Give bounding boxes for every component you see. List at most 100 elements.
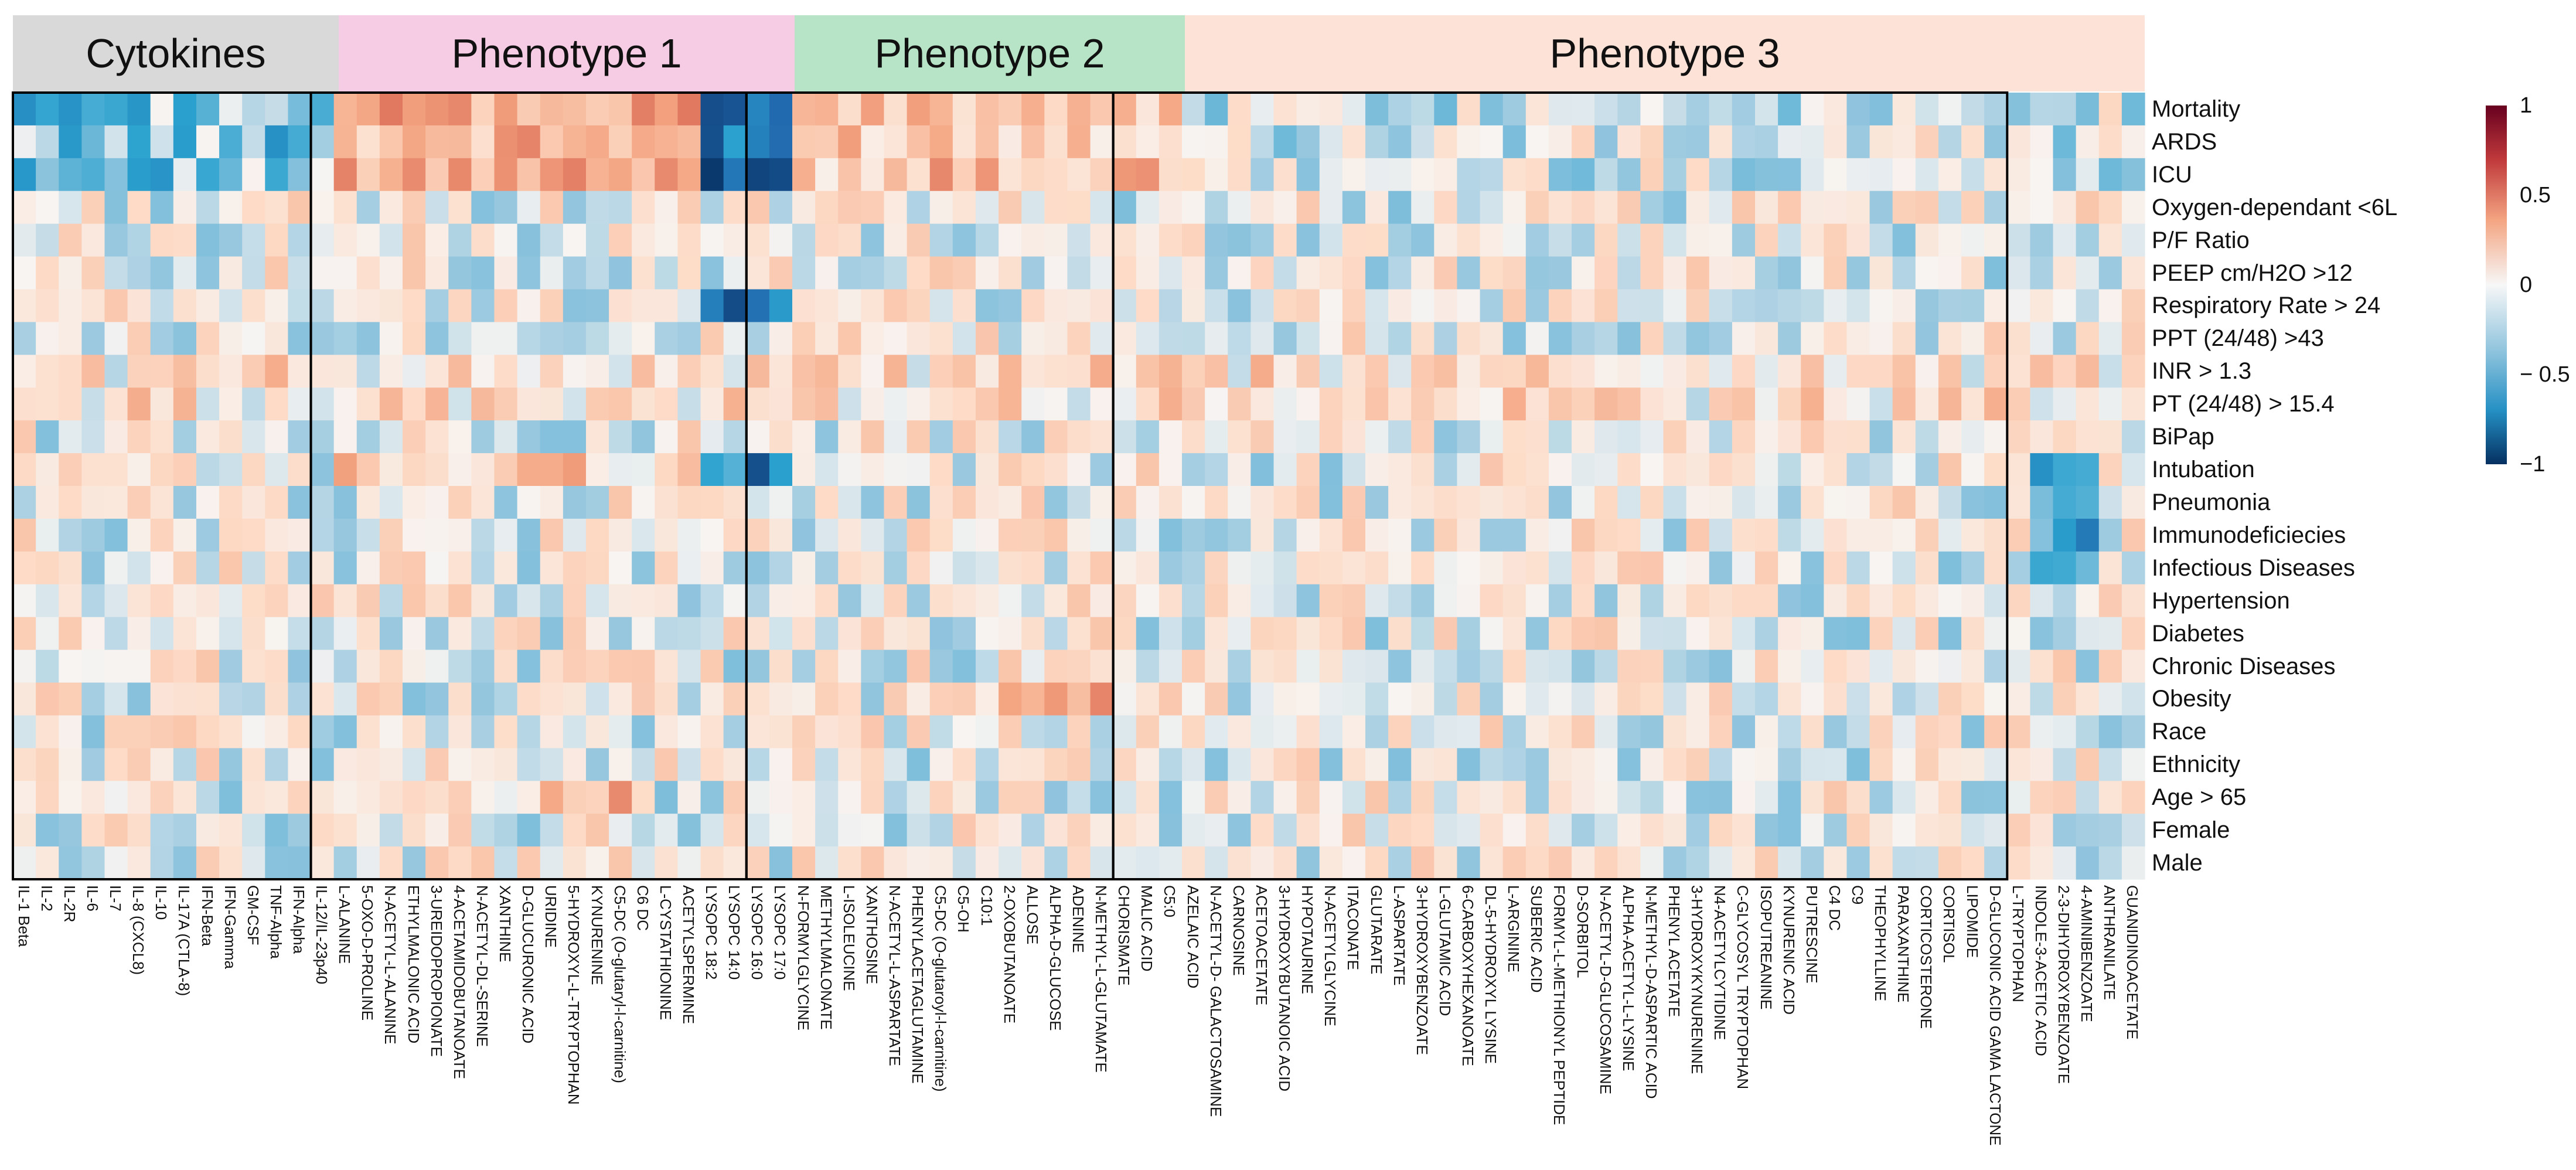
heatmap-cell (13, 748, 36, 781)
heatmap-cell (1434, 191, 1458, 225)
heatmap-cell (1296, 125, 1320, 159)
heatmap-cell (1709, 682, 1733, 716)
heatmap-cell (540, 846, 564, 880)
heatmap-cell (999, 387, 1022, 421)
heatmap-cell (59, 125, 82, 159)
column-label: IFN-Gamma (221, 885, 239, 969)
heatmap-cell (494, 715, 518, 749)
heatmap-cell (425, 486, 449, 519)
heatmap-cell (1686, 355, 1710, 388)
heatmap-cell (1663, 748, 1687, 781)
heatmap-cell (379, 223, 403, 257)
heatmap-cell (1709, 584, 1733, 618)
heatmap-cell (471, 551, 495, 585)
heatmap-cell (1869, 453, 1893, 487)
heatmap-cell (1732, 518, 1756, 552)
heatmap-cell (1938, 453, 1962, 487)
heatmap-cell (1342, 355, 1366, 388)
heatmap-cell (1182, 846, 1205, 880)
heatmap-cell (219, 387, 243, 421)
heatmap-cell (792, 814, 816, 847)
heatmap-cell (1136, 223, 1160, 257)
heatmap-cell (632, 617, 655, 651)
heatmap-cell (1113, 453, 1137, 487)
heatmap-cell (1090, 584, 1114, 618)
heatmap-cell (2076, 289, 2100, 323)
heatmap-cell (1525, 420, 1549, 454)
heatmap-cell (907, 682, 931, 716)
heatmap-cell (265, 814, 289, 847)
heatmap-cell (1778, 191, 1801, 225)
heatmap-cell (792, 289, 816, 323)
heatmap-cell (1525, 781, 1549, 814)
heatmap-cell (1801, 355, 1824, 388)
heatmap-cell (632, 453, 655, 487)
heatmap-cell (1594, 682, 1618, 716)
heatmap-cell (1457, 256, 1481, 290)
heatmap-cell (792, 420, 816, 454)
heatmap-cell (311, 649, 335, 683)
heatmap-cell (36, 256, 59, 290)
heatmap-cell (425, 158, 449, 192)
heatmap-cell (1457, 486, 1481, 519)
heatmap-cell (1824, 551, 1848, 585)
heatmap-cell (723, 781, 747, 814)
heatmap-cell (1732, 649, 1756, 683)
heatmap-cell (1182, 289, 1205, 323)
heatmap-cell (1113, 93, 1137, 126)
heatmap-cell (1250, 420, 1275, 454)
heatmap-cell (2007, 387, 2031, 421)
heatmap-cell (1869, 649, 1893, 683)
heatmap-cell (1525, 617, 1549, 651)
heatmap-cell (173, 289, 197, 323)
heatmap-cell (1732, 617, 1756, 651)
heatmap-cell (1457, 223, 1481, 257)
heatmap-cell (1480, 420, 1504, 454)
heatmap-cell (1502, 518, 1526, 552)
heatmap-cell (127, 781, 151, 814)
heatmap-cell (448, 584, 472, 618)
heatmap-cell (1915, 125, 1939, 159)
heatmap-cell (1915, 256, 1939, 290)
heatmap-cell (288, 453, 312, 487)
heatmap-cell (2121, 93, 2145, 126)
heatmap-cell (127, 256, 151, 290)
heatmap-cell (1411, 846, 1434, 880)
heatmap-cell (2007, 453, 2031, 487)
heatmap-cell (403, 649, 426, 683)
heatmap-cell (1915, 617, 1939, 651)
heatmap-cell (1801, 256, 1824, 290)
heatmap-cell (2030, 846, 2054, 880)
heatmap-cell (929, 584, 953, 618)
heatmap-cell (448, 387, 472, 421)
heatmap-cell (632, 223, 655, 257)
heatmap-cell (1158, 256, 1183, 290)
heatmap-cell (815, 93, 839, 126)
heatmap-cell (1801, 322, 1824, 355)
column-label: 2-3-DIHYDROXYBENZOATE (2055, 885, 2073, 1084)
heatmap-cell (265, 682, 289, 716)
heatmap-cell (655, 682, 679, 716)
column-label: N-ACETYL-D-GLUCOSAMINE (1596, 885, 1614, 1094)
heatmap-cell (1434, 682, 1458, 716)
heatmap-cell (2098, 486, 2122, 519)
heatmap-cell (1754, 551, 1778, 585)
heatmap-cell (1480, 223, 1504, 257)
heatmap-cell (1021, 518, 1045, 552)
heatmap-cell (311, 191, 335, 225)
heatmap-cell (700, 223, 724, 257)
heatmap-cell (540, 617, 564, 651)
heatmap-cell (1801, 125, 1824, 159)
heatmap-cell (1754, 649, 1778, 683)
heatmap-cell (1411, 420, 1434, 454)
heatmap-cell (2076, 322, 2100, 355)
heatmap-cell (1732, 551, 1756, 585)
heatmap-cell (952, 748, 976, 781)
heatmap-cell (379, 322, 403, 355)
heatmap-cell (311, 814, 335, 847)
heatmap-cell (448, 518, 472, 552)
heatmap-cell (1640, 551, 1664, 585)
heatmap-cell (471, 617, 495, 651)
heatmap-cell (1388, 584, 1412, 618)
heatmap-cell (1915, 387, 1939, 421)
